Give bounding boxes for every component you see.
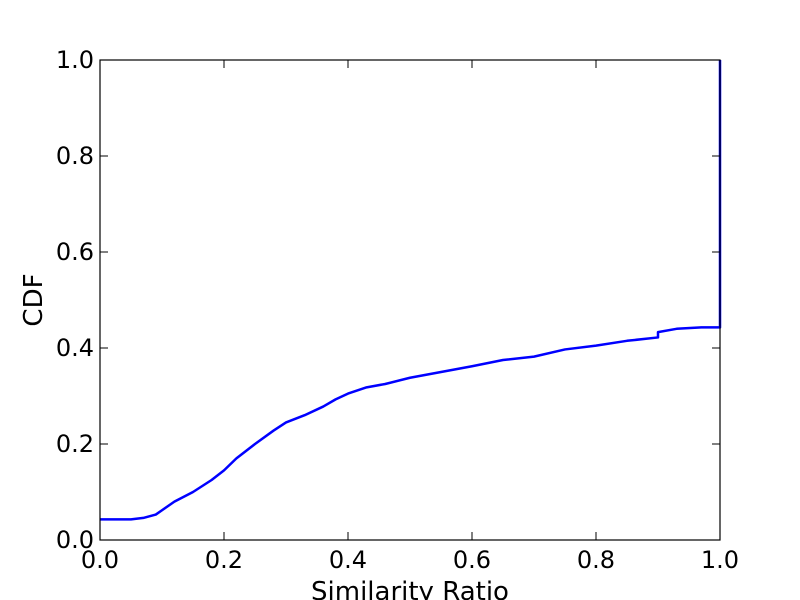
x-tick-label: 0.0 [81, 546, 119, 574]
x-tick-label: 0.6 [453, 546, 491, 574]
x-tick-label: 0.2 [205, 546, 243, 574]
cdf-series-line [100, 60, 722, 521]
y-axis-label: CDF [19, 273, 49, 326]
y-tick-label: 0.6 [56, 238, 94, 266]
x-axis-label: Similarity Ratio [311, 577, 509, 600]
y-tick-label: 0.2 [56, 430, 94, 458]
y-tick-label: 1.0 [56, 46, 94, 74]
plot-frame [99, 59, 721, 541]
x-tick-label: 0.4 [329, 546, 367, 574]
y-tick-label: 0.8 [56, 142, 94, 170]
x-tick-label: 0.8 [577, 546, 615, 574]
y-tick-label: 0.0 [56, 526, 94, 554]
y-tick-label: 0.4 [56, 334, 94, 362]
x-tick-label: 1.0 [701, 546, 739, 574]
